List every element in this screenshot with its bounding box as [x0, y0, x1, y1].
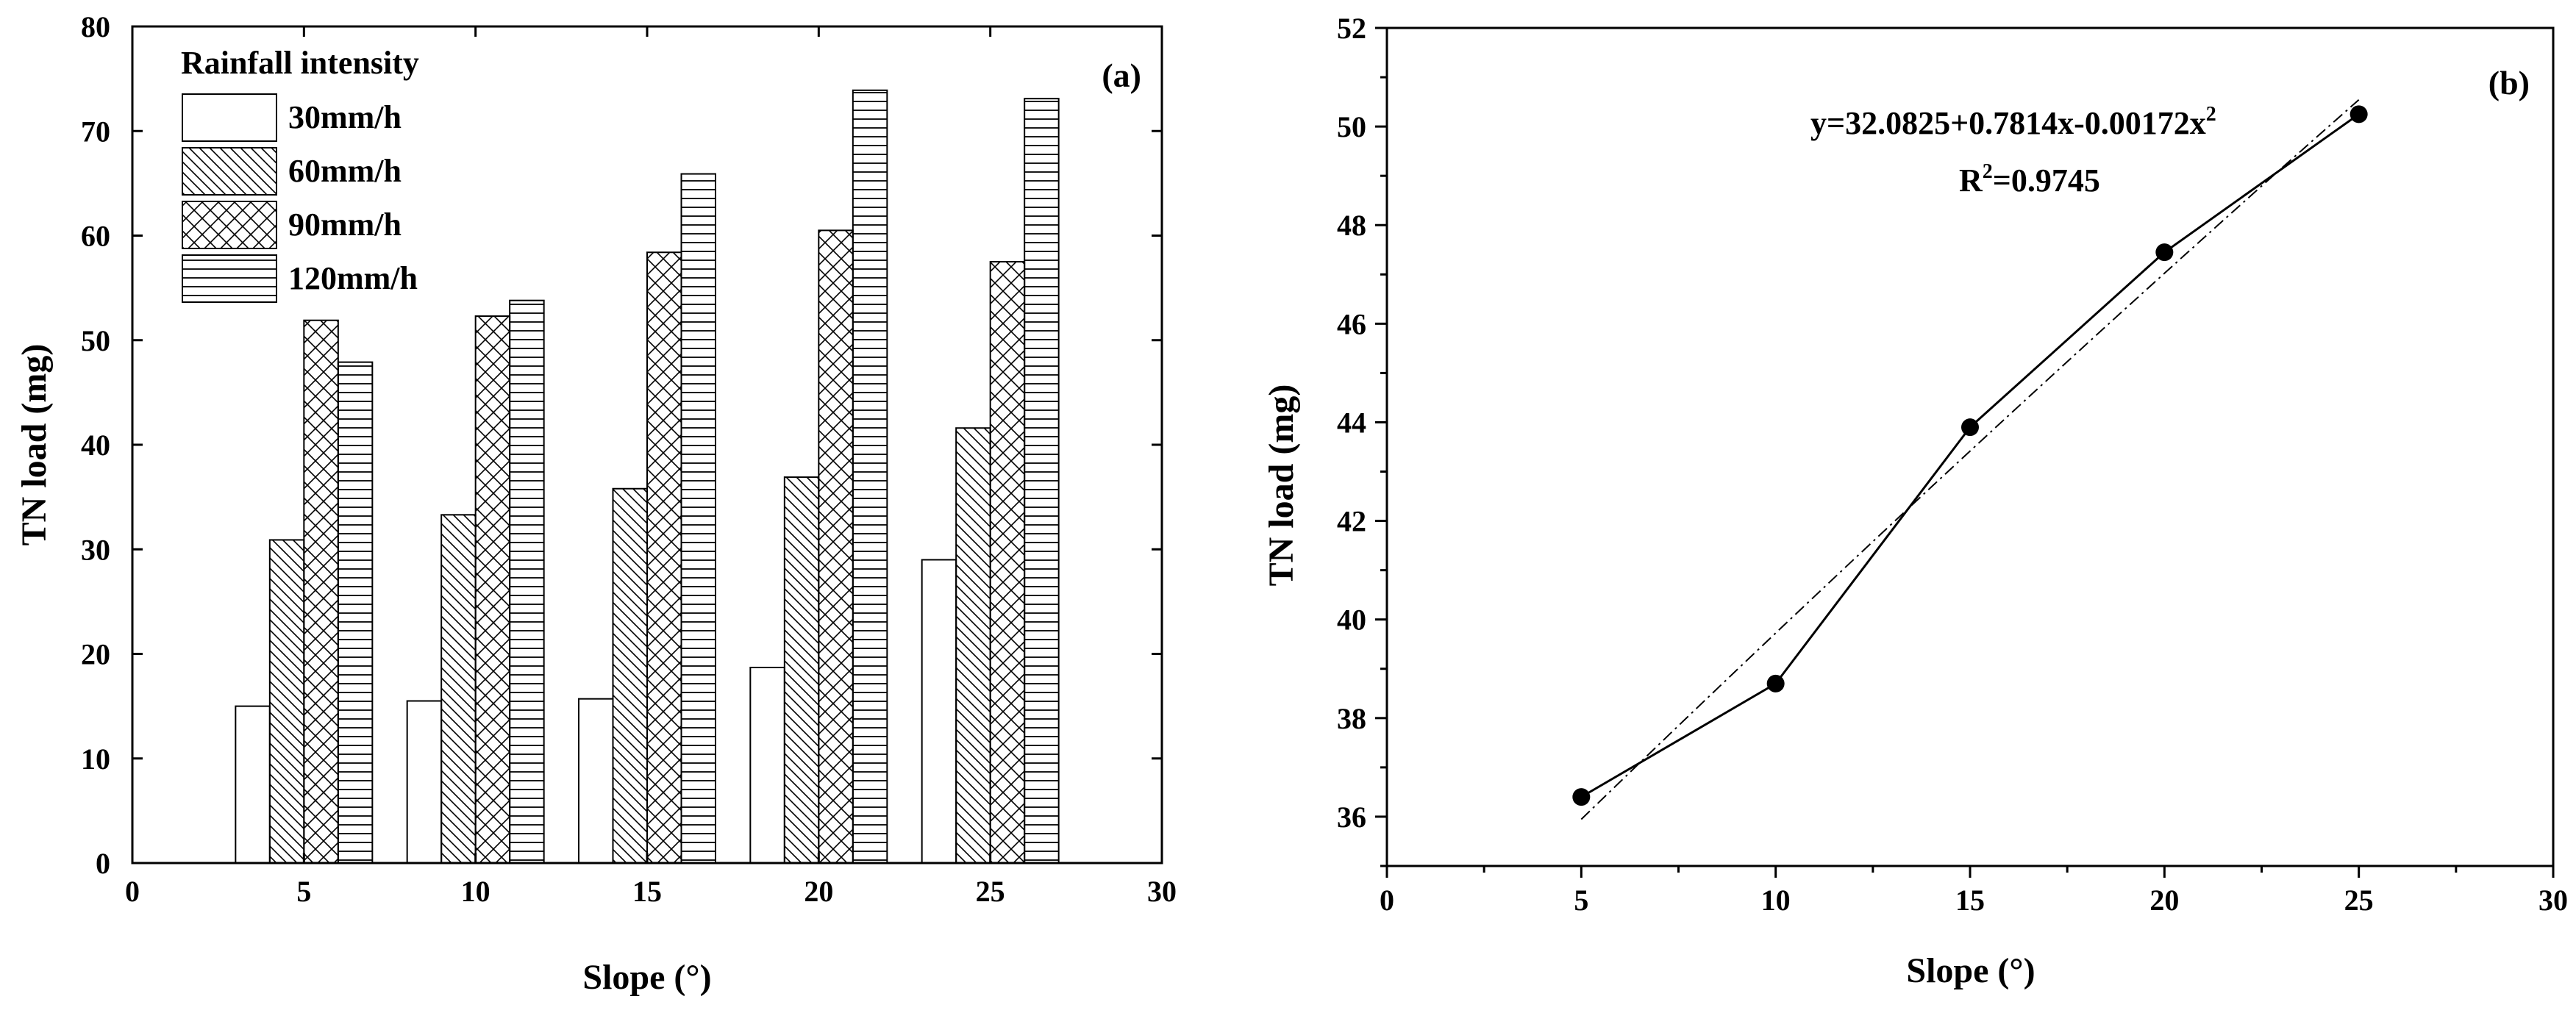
bar-60mm-per-h-slope-25 [955, 427, 991, 864]
panel-a-y-tick-label: 10 [81, 742, 110, 776]
fit-equation: y=32.0825+0.7814x-0.00172x2 [1810, 103, 2216, 141]
panel-b-y-tick-label: 50 [1337, 110, 1366, 143]
panel-b-x-tick-label: 25 [2344, 884, 2374, 917]
panel-b-y-tick-label: 38 [1337, 702, 1366, 735]
data-line [1580, 113, 2360, 798]
r2-value: =0.9745 [1993, 162, 2100, 198]
data-point-slope-20 [2155, 243, 2174, 262]
panel-a-y-tick-label: 0 [96, 847, 110, 880]
panel-b-x-axis-title: Slope (°) [1906, 951, 2035, 990]
panel-b-y-tick-label: 42 [1337, 505, 1366, 538]
panel-a-x-tick-label: 20 [804, 875, 833, 908]
bar-60mm-per-h-slope-5 [268, 539, 305, 864]
panel-a-y-tick-label: 30 [81, 533, 110, 566]
r2-superscript: 2 [1983, 160, 1993, 183]
panel-b-y-tick-label: 46 [1337, 307, 1366, 340]
panel-b-x-tick-label: 20 [2149, 884, 2179, 917]
panel-b-x-tick-label: 10 [1761, 884, 1791, 917]
bar-120mm-per-h-slope-15 [680, 173, 716, 864]
bar-60mm-per-h-slope-15 [612, 487, 648, 864]
r2-prefix: R [1959, 162, 1983, 198]
panel-b-x-tick-label: 5 [1574, 884, 1588, 917]
panel-a-y-tick-label: 60 [81, 220, 110, 253]
panel-a-x-tick-label: 25 [976, 875, 1005, 908]
bar-90mm-per-h-slope-10 [474, 315, 511, 865]
legend-entry-label: 120mm/h [288, 260, 418, 296]
panel-b-plot-frame [1385, 26, 2555, 867]
panel-b-x-tick-label: 0 [1380, 884, 1394, 917]
panel-b-x-tick-label: 30 [2538, 884, 2568, 917]
legend-entry-label: 90mm/h [288, 207, 402, 243]
panel-a-bars [235, 89, 1060, 865]
legend-entry-label: 60mm/h [288, 153, 402, 189]
bar-30mm-per-h-slope-25 [921, 559, 957, 864]
panel-b-label: (b) [2488, 64, 2530, 101]
panel-a-y-tick-label: 80 [81, 10, 110, 43]
panel-a-y-axis-title: TN load (mg) [15, 344, 54, 546]
panel-a-x-tick-label: 15 [632, 875, 662, 908]
legend-title: Rainfall intensity [181, 45, 419, 81]
bar-120mm-per-h-slope-5 [337, 361, 374, 864]
panel-a-x-axis-title: Slope (°) [582, 958, 711, 997]
bar-120mm-per-h-slope-25 [1024, 98, 1060, 865]
panel-b-y-axis-title: TN load (mg) [1262, 384, 1301, 587]
panel-a-y-tick-label: 70 [81, 115, 110, 148]
data-point-slope-25 [2350, 105, 2368, 124]
data-point-slope-10 [1766, 674, 1785, 692]
panel-a-x-tick-label: 5 [296, 875, 311, 908]
panel-a-x-tick-label: 30 [1147, 875, 1177, 908]
bar-30mm-per-h-slope-10 [406, 700, 443, 865]
bar-120mm-per-h-slope-10 [509, 299, 545, 864]
panel-a-y-tick-label: 20 [81, 638, 110, 671]
bar-120mm-per-h-slope-20 [852, 89, 888, 865]
data-point-slope-5 [1572, 788, 1591, 806]
panel-a-label: (a) [1102, 57, 1141, 94]
fit-r-squared: R2=0.9745 [1959, 160, 2100, 198]
legend-entry-label: 30mm/h [288, 99, 402, 135]
panel-a-y-tick-label: 50 [81, 324, 110, 357]
panel-b-y-tick-label: 40 [1337, 604, 1366, 637]
panel-b-y-tick-label: 48 [1337, 209, 1366, 242]
panel-b-y-tick-label: 44 [1337, 406, 1366, 439]
bar-30mm-per-h-slope-20 [749, 666, 785, 864]
panel-b-y-tick-label: 36 [1337, 801, 1366, 834]
panel-a-ticks: 0 5 10 15 20 25 30 0 10 20 30 40 50 60 70 80 [81, 10, 1177, 908]
panel-a-x-tick-label: 10 [461, 875, 490, 908]
legend-swatch [182, 201, 277, 249]
panel-a: 0 5 10 15 20 25 30 0 10 20 30 40 50 60 70 80 (a) Slope … [15, 10, 1177, 997]
bar-90mm-per-h-slope-15 [646, 251, 682, 864]
bar-30mm-per-h-slope-15 [578, 698, 614, 864]
bar-90mm-per-h-slope-20 [818, 229, 854, 864]
legend-swatch [182, 93, 277, 142]
panel-b-x-tick-label: 15 [1955, 884, 1985, 917]
bar-30mm-per-h-slope-5 [235, 705, 271, 864]
panel-a-legend: Rainfall intensity 30mm/h 60mm/h 90mm/h 120… [181, 45, 419, 303]
legend-swatch [182, 147, 277, 196]
data-point-slope-15 [1961, 418, 1979, 437]
fit-curve [1580, 99, 2360, 820]
panel-b-y-tick-label: 52 [1337, 12, 1366, 45]
bar-90mm-per-h-slope-25 [989, 261, 1026, 864]
fit-equation-main: y=32.0825+0.7814x-0.00172x [1810, 105, 2206, 141]
panel-b-ticks: 0 5 10 15 20 25 30 36 38 40 42 44 46 48 50 52 [1337, 12, 2568, 917]
panel-a-y-tick-label: 40 [81, 429, 110, 462]
fit-equation-superscript: 2 [2206, 103, 2216, 126]
bar-60mm-per-h-slope-20 [783, 476, 820, 864]
panel-a-x-tick-label: 0 [125, 875, 140, 908]
panel-b: 0 5 10 15 20 25 30 36 38 40 42 44 46 48 50 52 (b) Slope… [1262, 12, 2568, 990]
panel-b-series [1572, 99, 2368, 820]
bar-90mm-per-h-slope-5 [303, 319, 339, 865]
legend-swatch [182, 254, 277, 303]
bar-60mm-per-h-slope-10 [440, 514, 477, 864]
